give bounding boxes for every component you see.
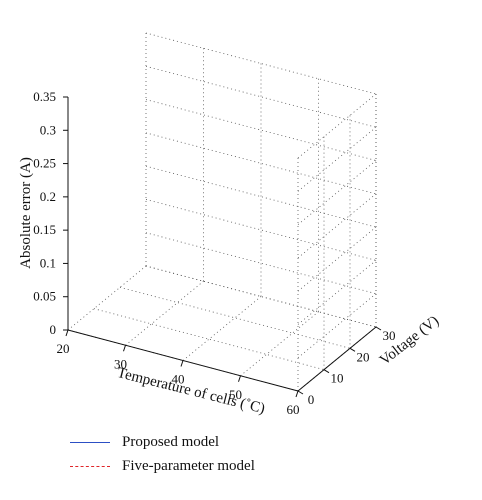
- gridline: [145, 132, 377, 195]
- z-tick-label: 0.1: [40, 255, 56, 270]
- y-tick-label: 20: [357, 349, 370, 364]
- gridline: [297, 293, 377, 359]
- x-tick-mark: [180, 360, 184, 367]
- x-tick-mark: [65, 329, 69, 337]
- gridline: [182, 296, 262, 361]
- z-tick-label: 0.05: [33, 289, 56, 304]
- z-tick-label: 0: [50, 322, 57, 337]
- grid-lines: [67, 32, 377, 392]
- tick-labels: 20 30 40 50 60 0 10 20 30 0 0.05 0.1 0.15 0.2 0.25 0.3 0…: [33, 89, 395, 417]
- legend-swatch-proposed: [70, 441, 110, 443]
- gridline: [67, 265, 147, 331]
- gridline: [145, 199, 377, 261]
- z-axis-label: Absolute error (A): [18, 157, 34, 269]
- y-tick-mark: [323, 369, 330, 374]
- x-tick-label: 40: [172, 372, 185, 387]
- legend-item-five-parameter: Five-parameter model: [70, 454, 370, 478]
- axes: [63, 96, 382, 398]
- z-tick-label: 0.2: [40, 189, 56, 204]
- y-axis-line: [297, 326, 377, 392]
- legend-label-proposed: Proposed model: [122, 433, 220, 450]
- gridline: [145, 65, 377, 128]
- gridline: [240, 311, 319, 377]
- legend: Proposed model Five-parameter model: [70, 430, 370, 478]
- gridline: [125, 280, 204, 346]
- x-tick-label: 60: [287, 402, 300, 417]
- gridline: [297, 126, 377, 192]
- y-tick-mark: [375, 326, 382, 331]
- gridline: [145, 165, 377, 228]
- x-tick-mark: [238, 375, 241, 382]
- y-tick-mark: [349, 347, 356, 352]
- gridline: [297, 226, 377, 292]
- x-tick-label: 50: [229, 387, 242, 402]
- legend-swatch-five-parameter: [70, 465, 110, 467]
- x-tick-label: 30: [114, 356, 127, 371]
- gridline: [145, 232, 377, 295]
- x-tick-mark: [123, 345, 126, 352]
- gridline: [119, 286, 351, 349]
- gridline: [93, 308, 325, 371]
- legend-item-proposed: Proposed model: [70, 430, 370, 454]
- y-tick-label: 30: [383, 328, 396, 343]
- y-tick-label: 10: [331, 371, 344, 386]
- y-tick-mark: [297, 390, 304, 395]
- z-tick-label: 0.3: [40, 122, 56, 137]
- x-tick-mark: [295, 390, 299, 398]
- legend-label-five-parameter: Five-parameter model: [122, 457, 255, 474]
- gridline: [297, 260, 377, 325]
- x-tick-label: 20: [57, 341, 70, 356]
- y-tick-label: 0: [308, 392, 315, 407]
- gridline: [297, 160, 377, 225]
- gridline: [145, 99, 377, 161]
- z-tick-label: 0.15: [33, 222, 56, 237]
- gridline: [297, 93, 377, 159]
- z-tick-label: 0.25: [33, 156, 56, 171]
- z-tick-label: 0.35: [33, 89, 56, 104]
- gridline: [297, 193, 377, 259]
